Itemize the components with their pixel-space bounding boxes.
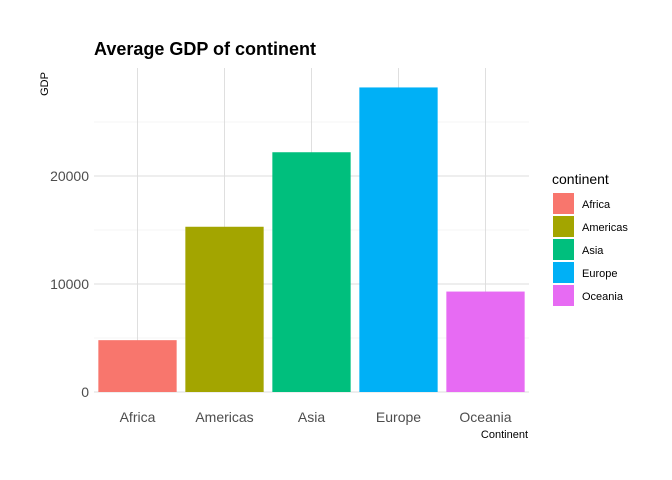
legend-swatch-europe [553, 262, 574, 283]
bar-europe [359, 87, 438, 392]
x-tick-label: Africa [120, 409, 156, 425]
legend-title: continent [552, 171, 609, 187]
x-axis-title: Continent [481, 429, 528, 441]
bar-oceania [446, 291, 525, 392]
bar-asia [272, 152, 351, 392]
y-tick-label: 0 [81, 384, 89, 400]
legend: continent Africa Americas Asia Europe Oceani… [552, 171, 628, 306]
x-tick-label: Asia [298, 409, 325, 425]
legend-swatch-africa [553, 193, 574, 214]
legend-label-oceania: Oceania [582, 291, 624, 303]
y-axis-ticks: 0 10000 20000 [50, 168, 89, 400]
legend-swatch-asia [553, 239, 574, 260]
legend-swatch-americas [553, 216, 574, 237]
x-tick-label: Oceania [459, 409, 511, 425]
x-axis-ticks: Africa Americas Asia Europe Oceania [120, 409, 512, 425]
y-axis-title: GDP [39, 72, 51, 96]
x-tick-label: Americas [195, 409, 253, 425]
legend-label-africa: Africa [582, 199, 611, 211]
legend-label-asia: Asia [582, 245, 604, 257]
legend-label-americas: Americas [582, 222, 628, 234]
bar-africa [98, 340, 177, 392]
bar-americas [185, 226, 264, 392]
y-tick-label: 20000 [50, 168, 89, 184]
bars [98, 87, 525, 392]
y-tick-label: 10000 [50, 276, 89, 292]
legend-swatch-oceania [553, 285, 574, 306]
x-tick-label: Europe [376, 409, 421, 425]
chart-title: Average GDP of continent [94, 39, 316, 59]
legend-label-europe: Europe [582, 268, 617, 280]
